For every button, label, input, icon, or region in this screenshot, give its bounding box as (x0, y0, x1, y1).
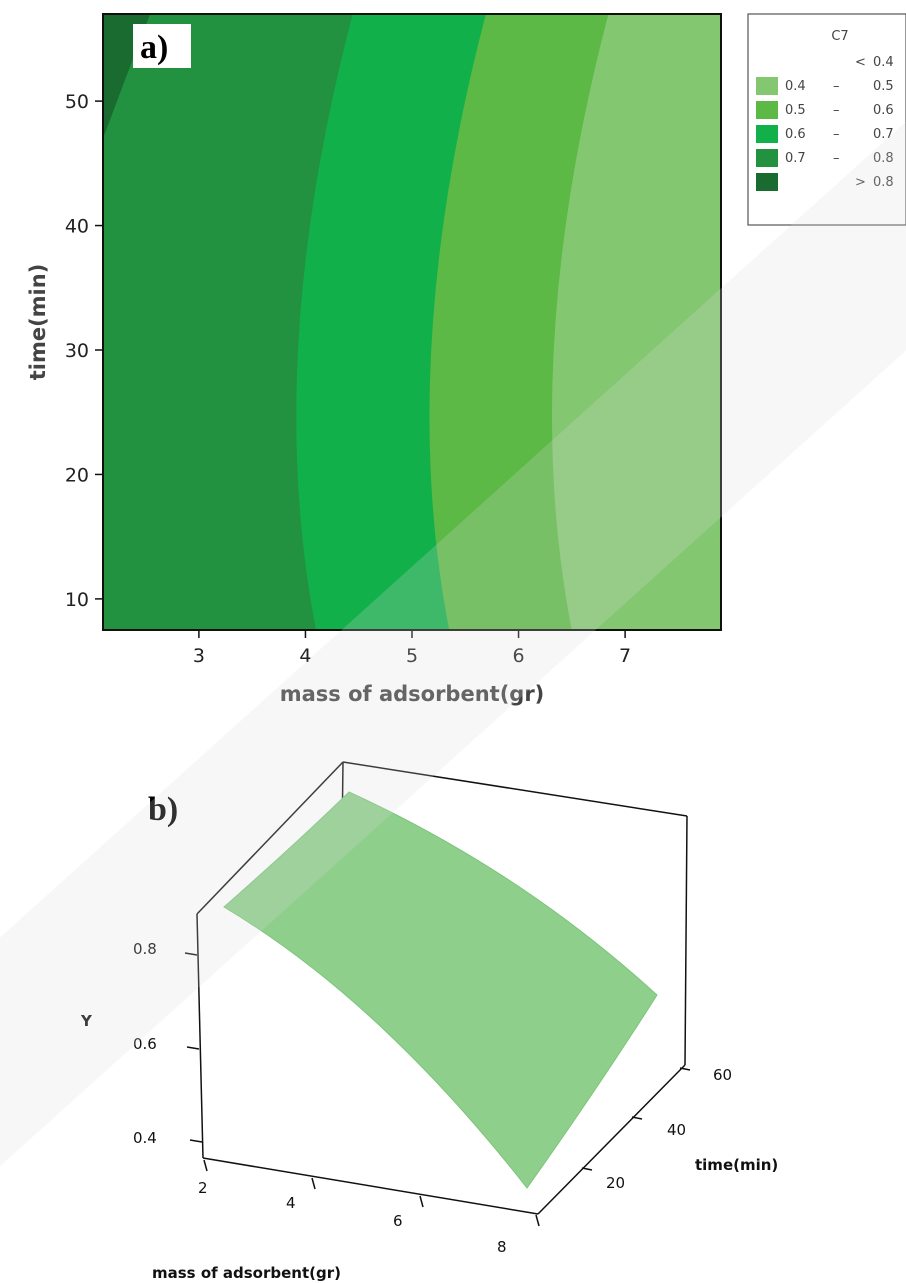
panel-label-background (133, 24, 191, 68)
x-tick-label-3: 3 (193, 645, 205, 667)
x-axis-title: mass of adsorbent(gr) (280, 682, 545, 706)
contour-band-0.4-0.5 (552, 14, 721, 630)
y-tick-label-10: 10 (65, 589, 89, 611)
legend-level-high: 0.8 (873, 151, 894, 166)
legend-level-high: 0.5 (873, 79, 894, 94)
legend-swatch (756, 77, 778, 95)
legend-rows: <0.4 0.4 – 0.5 0.5 – 0.6 0.6 – 0.7 0.7 – 0.8 >0.8 (756, 55, 894, 191)
z-tick-label-0.6: 0.6 (133, 1035, 157, 1053)
x-axis-title-3d: mass of adsorbent(gr) (152, 1264, 341, 1282)
y3d-tick-label-60: 60 (713, 1066, 732, 1084)
x-tick-label-4: 4 (299, 645, 311, 667)
legend-level-low: 0.7 (785, 151, 806, 166)
x-axis-ticks: 3 4 5 6 7 (193, 630, 631, 667)
y-axis-title-3d: time(min) (695, 1156, 778, 1174)
y-tick-label-20: 20 (65, 464, 89, 486)
legend-level-high: 0.8 (873, 175, 894, 190)
y-axis-ticks-3d: 20 40 60 (581, 1066, 732, 1192)
x3d-tick-label-4: 4 (286, 1194, 296, 1212)
legend-level-low: 0.6 (785, 127, 806, 142)
z-tick-label-0.8: 0.8 (133, 940, 157, 958)
x-axis-ticks-3d: 2 4 6 8 (198, 1159, 540, 1256)
legend-range-dash: – (833, 79, 840, 94)
y-tick-label-50: 50 (65, 91, 89, 113)
legend-level-low: > (855, 175, 866, 190)
y3d-tick-label-40: 40 (667, 1121, 686, 1139)
panel-label-b: b) (148, 791, 178, 828)
x-tick-label-6: 6 (513, 645, 525, 667)
panel-label-a: a) (140, 29, 168, 66)
z-axis-ticks: 0.8 0.6 0.4 (133, 940, 203, 1147)
legend-swatch (756, 149, 778, 167)
legend-title: C7 (831, 29, 848, 44)
legend-level-high: 0.6 (873, 103, 894, 118)
y3d-tick-label-20: 20 (606, 1174, 625, 1192)
y-axis-ticks: 10 20 30 40 50 (65, 91, 103, 611)
legend: C7 <0.4 0.4 – 0.5 0.5 – 0.6 0.6 – 0.7 0.7 – 0.8 >0.8 (747, 13, 906, 226)
legend-level-high: 0.7 (873, 127, 894, 142)
z-tick-label-0.4: 0.4 (133, 1129, 157, 1147)
contour-chart: a) 3 4 5 6 7 10 20 30 40 50 mass of adsorbent(gr… (26, 13, 906, 706)
x3d-tick-label-6: 6 (393, 1212, 403, 1230)
y-tick-label-30: 30 (65, 340, 89, 362)
surface-chart: b) 0.8 0.6 0.4 Y 2 4 6 8 mass of adsorbe… (80, 761, 778, 1282)
x3d-tick-label-8: 8 (497, 1238, 507, 1256)
legend-range-dash: – (833, 103, 840, 118)
legend-level-low: 0.4 (785, 79, 806, 94)
legend-swatch (756, 101, 778, 119)
y-axis-title: time(min) (26, 264, 50, 381)
legend-level-low: < (855, 55, 866, 70)
legend-swatch (756, 125, 778, 143)
z-axis-title: Y (80, 1012, 93, 1030)
legend-level-low: 0.5 (785, 103, 806, 118)
contour-bands (103, 14, 721, 630)
x-tick-label-7: 7 (619, 645, 631, 667)
y-tick-label-40: 40 (65, 216, 89, 238)
legend-range-dash: – (833, 127, 840, 142)
legend-range-dash: – (833, 151, 840, 166)
x3d-tick-label-2: 2 (198, 1179, 208, 1197)
retracted-watermark (0, 65, 906, 1223)
response-surface (223, 791, 658, 1189)
legend-swatch (756, 173, 778, 191)
legend-level-high: 0.4 (873, 55, 894, 70)
surface-box-frame (196, 761, 688, 1215)
x-tick-label-5: 5 (406, 645, 418, 667)
